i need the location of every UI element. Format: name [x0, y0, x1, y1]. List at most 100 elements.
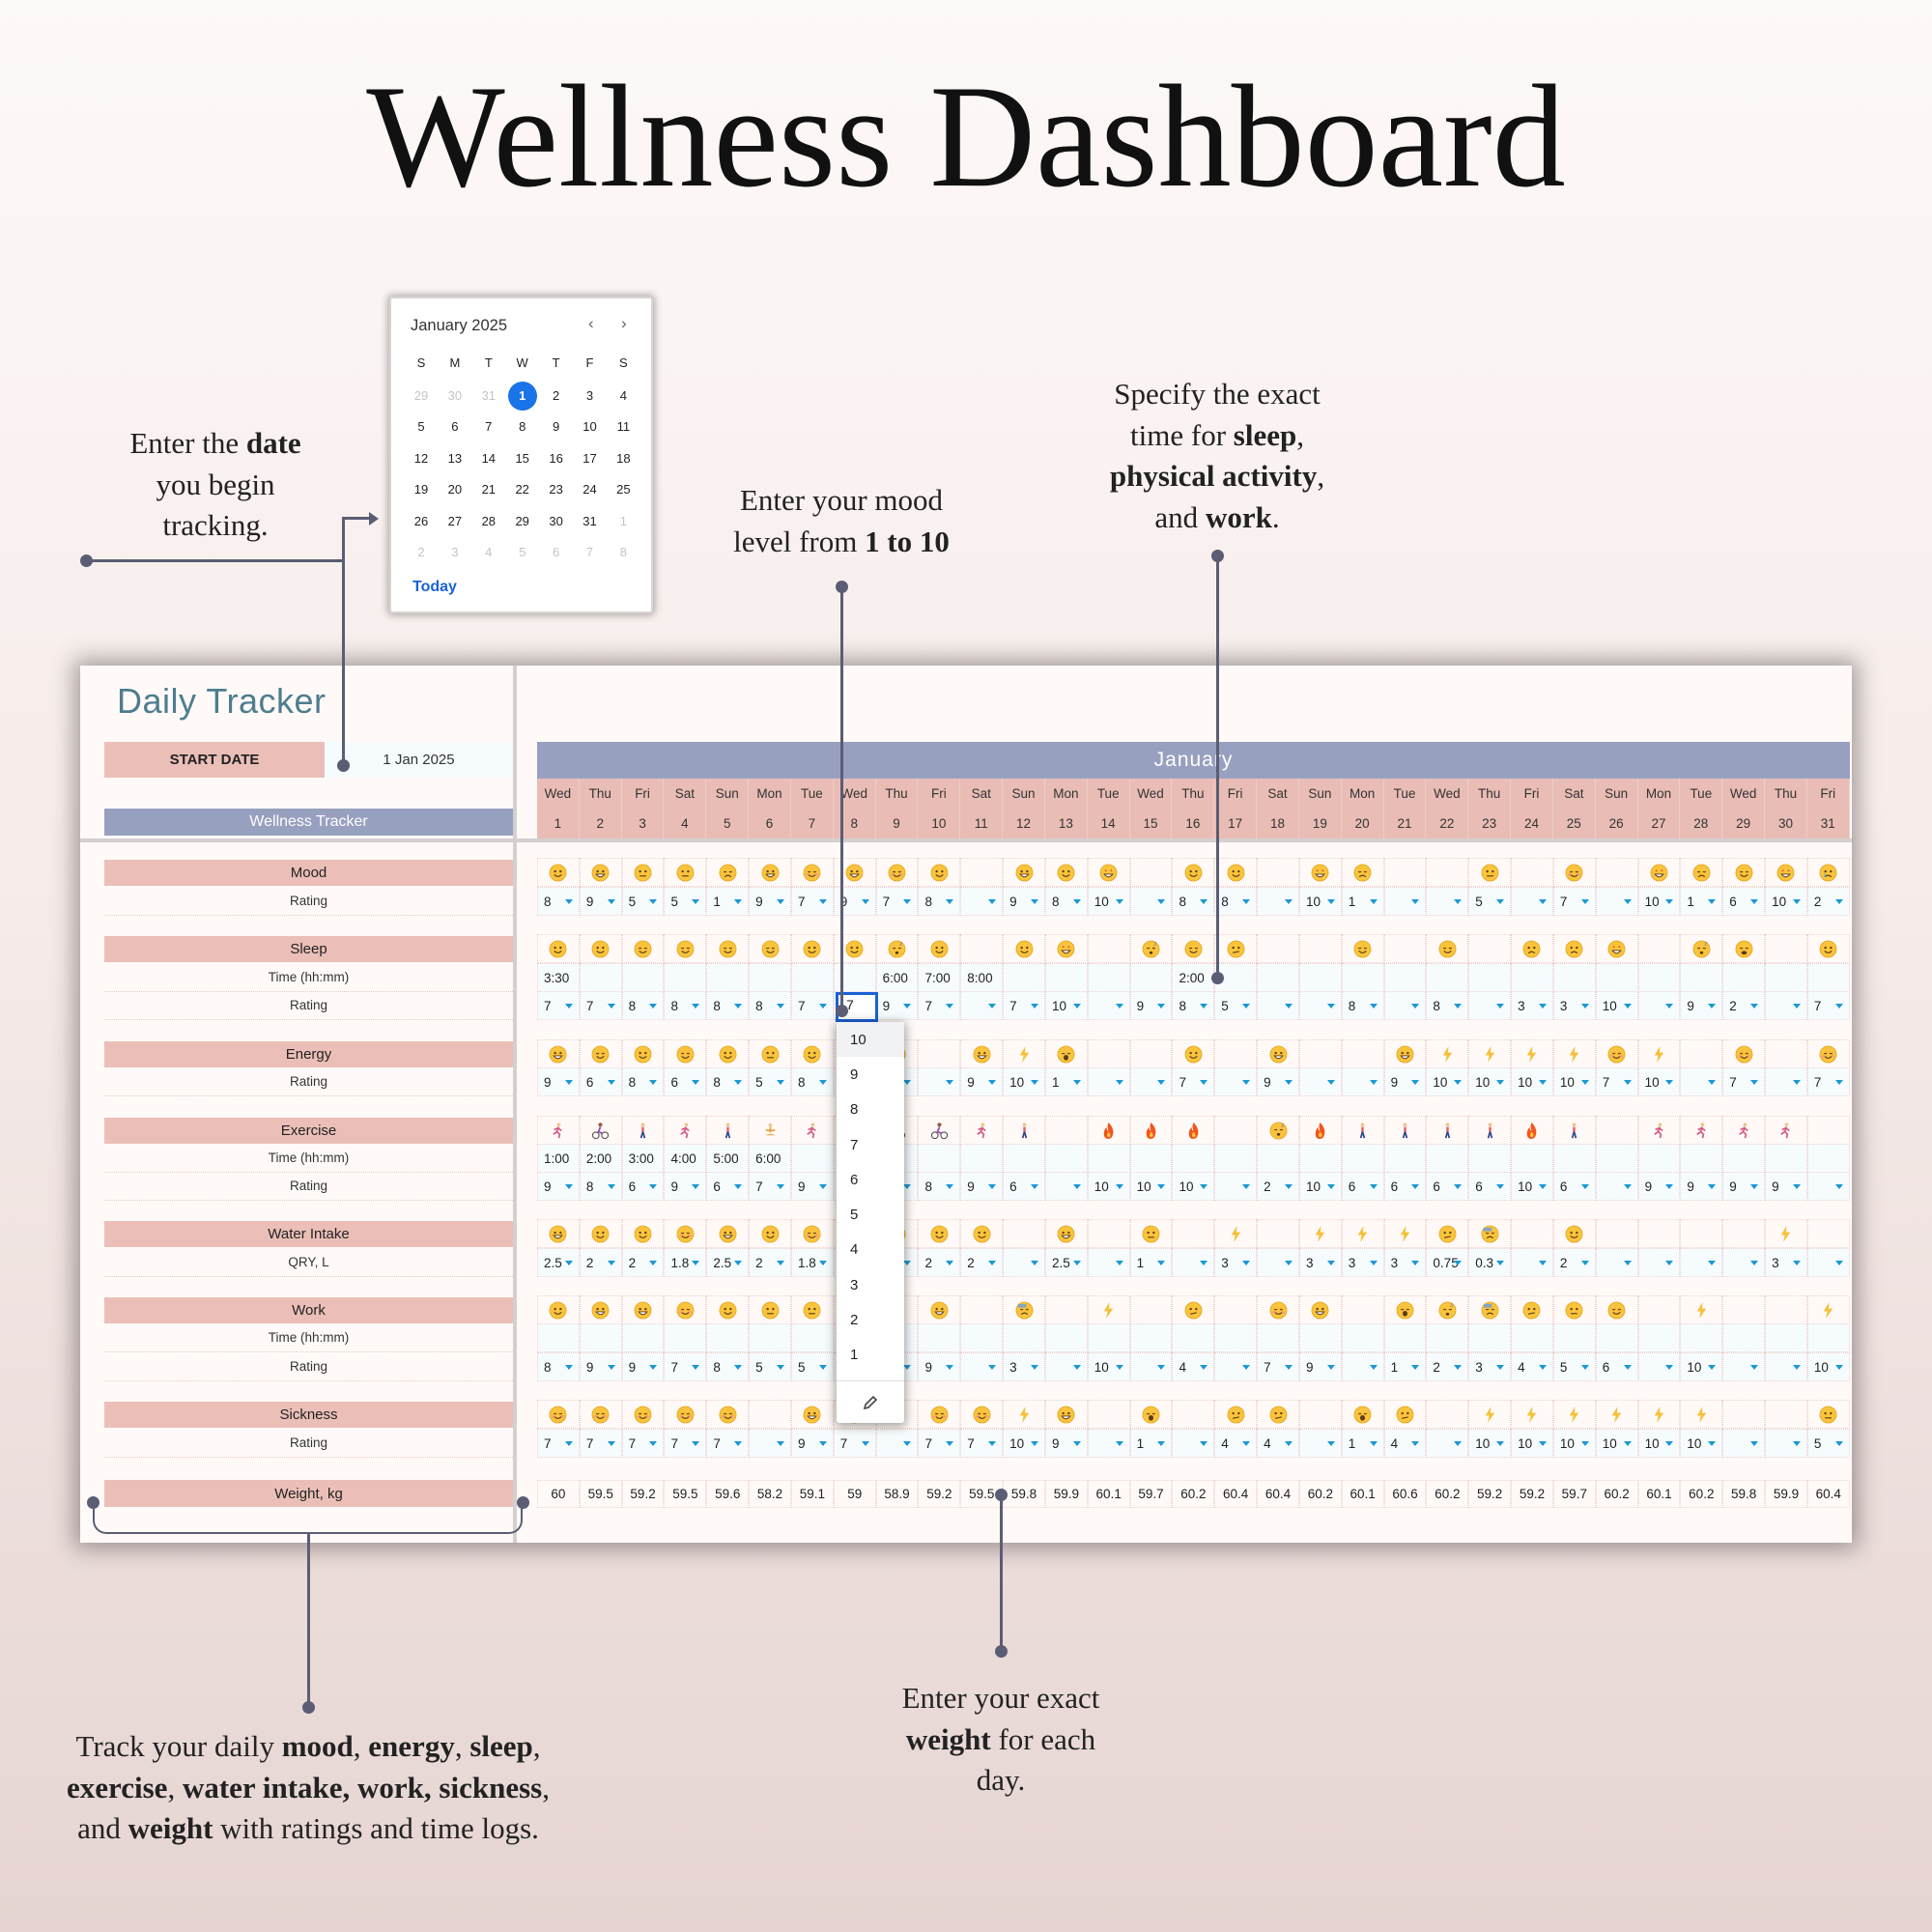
calendar-day[interactable]: 27 [447, 513, 463, 528]
icon-cell[interactable] [537, 934, 580, 963]
dropdown-caret-icon[interactable] [1072, 899, 1081, 904]
dropdown-caret-icon[interactable] [1834, 1184, 1843, 1189]
dropdown-caret-icon[interactable] [1792, 899, 1801, 904]
icon-cell[interactable] [1087, 858, 1130, 887]
time-input-exercise[interactable] [1468, 1144, 1512, 1173]
dropdown-caret-icon[interactable] [1623, 1080, 1632, 1085]
rating-select-sleep[interactable]: 3 [1511, 991, 1553, 1020]
rating-select-mood[interactable]: 1 [706, 887, 750, 916]
dropdown-caret-icon[interactable] [1708, 1080, 1717, 1085]
dropdown-caret-icon[interactable] [776, 1261, 784, 1265]
dropdown-caret-icon[interactable] [1200, 1261, 1208, 1265]
time-input-work[interactable] [1468, 1323, 1512, 1352]
rating-select-sickness[interactable]: 10 [1595, 1429, 1638, 1458]
icon-cell[interactable] [1341, 1295, 1384, 1324]
weight-input[interactable]: 60.2 [1680, 1480, 1723, 1508]
dropdown-caret-icon[interactable] [946, 1080, 954, 1085]
calendar-day[interactable]: 11 [616, 419, 631, 435]
icon-cell[interactable] [790, 1039, 834, 1068]
dropdown-caret-icon[interactable] [692, 899, 700, 904]
rating-select-sickness[interactable]: 10 [1468, 1429, 1512, 1458]
rating-select-exercise[interactable]: 9 [790, 1172, 834, 1201]
icon-cell[interactable] [1552, 858, 1596, 887]
dropdown-caret-icon[interactable] [1115, 1184, 1123, 1189]
time-input-exercise[interactable]: 6:00 [749, 1144, 791, 1173]
weight-input[interactable]: 60.2 [1172, 1480, 1215, 1508]
icon-cell[interactable] [1552, 934, 1596, 963]
dropdown-option[interactable]: 4 [850, 1241, 859, 1259]
dropdown-caret-icon[interactable] [734, 1441, 743, 1446]
dropdown-caret-icon[interactable] [1623, 899, 1632, 904]
rating-select-water-intake[interactable]: 1.8 [790, 1248, 834, 1277]
rating-select-energy[interactable] [1129, 1067, 1173, 1096]
dropdown-caret-icon[interactable] [1708, 1365, 1717, 1370]
time-input-exercise[interactable] [1383, 1144, 1427, 1173]
dropdown-caret-icon[interactable] [607, 1080, 615, 1085]
icon-cell[interactable] [960, 1219, 1004, 1248]
rating-select-sickness[interactable]: 7 [960, 1429, 1004, 1458]
icon-cell[interactable] [1680, 1295, 1723, 1324]
icon-cell[interactable] [1257, 1039, 1299, 1068]
icon-cell[interactable] [1680, 858, 1723, 887]
icon-cell[interactable] [1383, 1116, 1427, 1145]
dropdown-caret-icon[interactable] [1792, 1080, 1801, 1085]
icon-cell[interactable] [706, 1116, 750, 1145]
dropdown-caret-icon[interactable] [1834, 1441, 1843, 1446]
dropdown-caret-icon[interactable] [946, 899, 954, 904]
rating-select-work[interactable]: 5 [749, 1352, 791, 1381]
dropdown-caret-icon[interactable] [1623, 1261, 1632, 1265]
dropdown-caret-icon[interactable] [1538, 1261, 1547, 1265]
rating-select-exercise[interactable]: 9 [960, 1172, 1004, 1201]
icon-cell[interactable] [579, 1116, 622, 1145]
time-input-work[interactable] [1595, 1323, 1638, 1352]
time-input-exercise[interactable] [1044, 1144, 1088, 1173]
rating-select-water-intake[interactable]: 2 [1552, 1248, 1596, 1277]
calendar-day[interactable]: 9 [552, 419, 560, 435]
dropdown-caret-icon[interactable] [903, 1261, 912, 1265]
dropdown-caret-icon[interactable] [1580, 1080, 1589, 1085]
rating-select-energy[interactable]: 7 [1595, 1067, 1638, 1096]
rating-select-sickness[interactable]: 1 [1341, 1429, 1384, 1458]
icon-cell[interactable] [960, 1295, 1004, 1324]
rating-select-sickness[interactable]: 7 [664, 1429, 707, 1458]
rating-select-exercise[interactable]: 9 [537, 1172, 580, 1201]
rating-select-work[interactable]: 3 [1003, 1352, 1045, 1381]
rating-dropdown-menu[interactable]: 10 9 8 7 6 5 4 3 2 1 [837, 1022, 904, 1423]
rating-select-exercise[interactable]: 8 [918, 1172, 961, 1201]
dropdown-caret-icon[interactable] [1411, 1441, 1420, 1446]
time-input-sleep[interactable] [664, 963, 707, 992]
rating-select-exercise[interactable]: 6 [1003, 1172, 1045, 1201]
rating-select-work[interactable]: 6 [1595, 1352, 1638, 1381]
dropdown-caret-icon[interactable] [903, 1365, 912, 1370]
time-input-sleep[interactable] [1765, 963, 1807, 992]
rating-select-mood[interactable] [960, 887, 1004, 916]
dropdown-caret-icon[interactable] [1030, 1184, 1038, 1189]
icon-cell[interactable] [1172, 1400, 1215, 1429]
rating-select-water-intake[interactable]: 3 [1341, 1248, 1384, 1277]
weight-input[interactable]: 59.2 [918, 1480, 961, 1508]
icon-cell[interactable] [1595, 1219, 1638, 1248]
icon-cell[interactable] [1511, 934, 1553, 963]
dropdown-caret-icon[interactable] [903, 1184, 912, 1189]
dropdown-caret-icon[interactable] [1326, 1441, 1335, 1446]
dropdown-caret-icon[interactable] [1665, 1004, 1674, 1009]
rating-select-mood[interactable]: 10 [1637, 887, 1681, 916]
rating-select-sleep[interactable]: 9 [875, 991, 919, 1020]
dropdown-caret-icon[interactable] [988, 1365, 997, 1370]
rating-select-exercise[interactable]: 9 [1637, 1172, 1681, 1201]
icon-cell[interactable] [1298, 1039, 1342, 1068]
calendar-day[interactable]: 17 [582, 450, 597, 466]
rating-select-exercise[interactable] [1214, 1172, 1258, 1201]
rating-select-water-intake[interactable]: 2 [621, 1248, 665, 1277]
dropdown-caret-icon[interactable] [818, 1261, 827, 1265]
icon-cell[interactable] [1341, 1219, 1384, 1248]
dropdown-option[interactable]: 8 [850, 1101, 859, 1119]
icon-cell[interactable] [1426, 1116, 1469, 1145]
time-input-exercise[interactable] [1722, 1144, 1766, 1173]
time-input-exercise[interactable]: 1:00 [537, 1144, 580, 1173]
weight-input[interactable]: 60.2 [1426, 1480, 1469, 1508]
rating-select-energy[interactable]: 6 [579, 1067, 622, 1096]
dropdown-option[interactable]: 7 [850, 1136, 859, 1153]
calendar-day[interactable]: 8 [619, 545, 627, 559]
dropdown-caret-icon[interactable] [1665, 1441, 1674, 1446]
